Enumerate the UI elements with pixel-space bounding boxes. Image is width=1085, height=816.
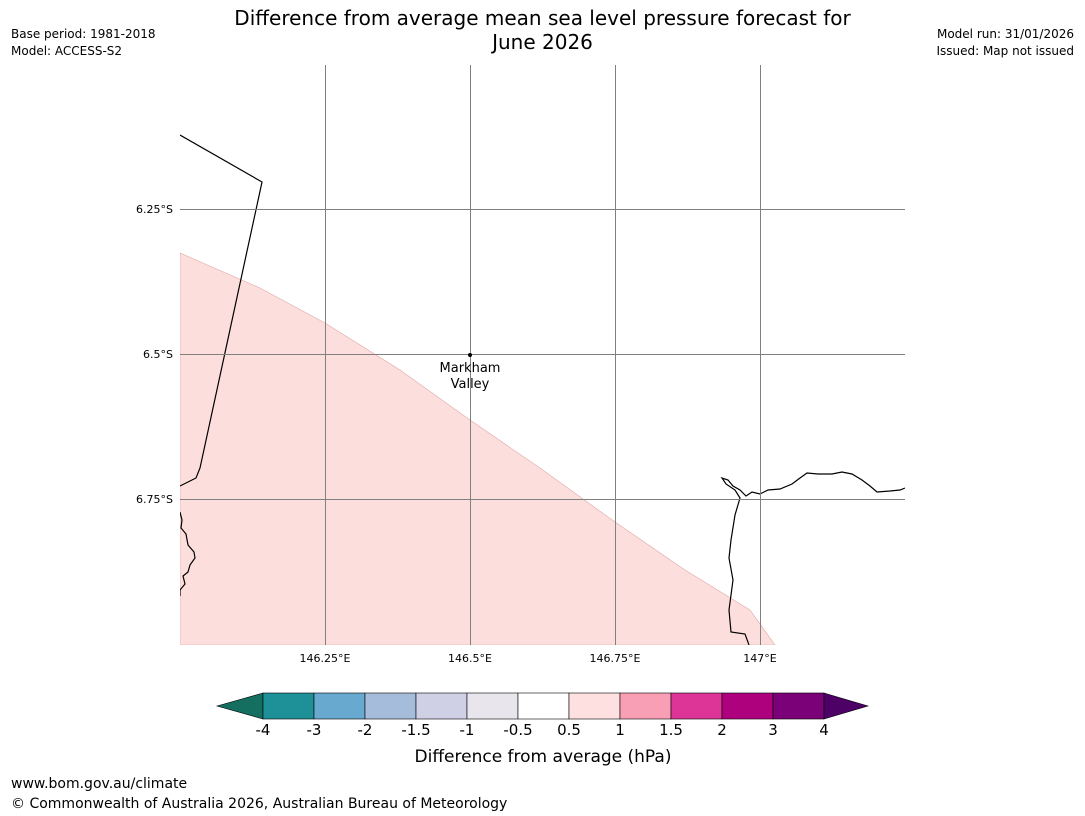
- colorbar-segment: [415, 692, 468, 720]
- anomaly-shaded-area: [180, 252, 776, 645]
- colorbar-tick-label: -3: [307, 721, 322, 739]
- map-title-line2: June 2026: [492, 30, 593, 54]
- place-name-line1: Markham: [440, 361, 501, 376]
- colorbar-tick-label: 3: [768, 721, 778, 739]
- base-period-text: Base period: 1981-2018: [11, 27, 156, 41]
- colorbar-tick-label: -2: [358, 721, 373, 739]
- lat-label-6-25: 6.25°S: [136, 203, 173, 216]
- colorbar-tick-label: -0.5: [503, 721, 532, 739]
- place-name-line2: Valley: [451, 377, 490, 392]
- website-text: www.bom.gov.au/climate: [11, 776, 188, 792]
- colorbar-segment: [517, 692, 570, 720]
- colorbar-segment: [670, 692, 723, 720]
- colorbar-tick-label: -4: [256, 721, 271, 739]
- lon-label-147: 147°E: [743, 652, 776, 665]
- lon-label-146-75: 146.75°E: [590, 652, 641, 665]
- model-run-text: Model run: 31/01/2026: [936, 27, 1074, 41]
- colorbar-segment: [772, 692, 825, 720]
- colorbar-segment: [364, 692, 417, 720]
- colorbar: -4 -3 -2 -1.5 -1 -0.5 0.5 1 1.5 2 3 4 Difference fr…: [215, 692, 870, 767]
- coastline-southwest: [180, 511, 196, 596]
- copyright-text: © Commonwealth of Australia 2026, Austra…: [11, 796, 508, 812]
- colorbar-ticks: -4 -3 -2 -1.5 -1 -0.5 0.5 1 1.5 2 3 4: [256, 721, 829, 739]
- coastline-east: [720, 471, 905, 645]
- colorbar-segment: [466, 692, 519, 720]
- graticule: [180, 65, 905, 645]
- map-title: Difference from average mean sea level p…: [0, 6, 1085, 54]
- colorbar-tick-label: 1: [615, 721, 625, 739]
- colorbar-tick-label: 1.5: [659, 721, 683, 739]
- colorbar-extend-high: [823, 692, 870, 720]
- colorbar-tick-label: -1: [460, 721, 475, 739]
- colorbar-tick-label: 0.5: [557, 721, 581, 739]
- lon-label-146-5: 146.5°E: [448, 652, 492, 665]
- colorbar-label: Difference from average (hPa): [415, 747, 672, 767]
- map-panel: Markham Valley: [180, 65, 905, 645]
- lat-label-6-5: 6.5°S: [143, 348, 173, 361]
- colorbar-tick-label: 4: [819, 721, 829, 739]
- issued-text: Issued: Map not issued: [936, 44, 1074, 58]
- colorbar-tick-label: -1.5: [401, 721, 430, 739]
- colorbar-segment: [262, 692, 315, 720]
- border-line-west: [180, 134, 263, 487]
- lon-label-146-25: 146.25°E: [300, 652, 351, 665]
- colorbar-segments: [262, 692, 825, 720]
- colorbar-segment: [313, 692, 366, 720]
- map-title-line1: Difference from average mean sea level p…: [234, 6, 851, 30]
- lat-label-6-75: 6.75°S: [136, 493, 173, 506]
- model-text: Model: ACCESS-S2: [11, 44, 123, 58]
- colorbar-segment: [619, 692, 672, 720]
- colorbar-extend-low: [215, 692, 264, 720]
- colorbar-tick-label: 2: [717, 721, 727, 739]
- colorbar-segment: [568, 692, 621, 720]
- place-marker: [468, 353, 472, 357]
- meta-right: Model run: 31/01/2026 Issued: Map not is…: [936, 26, 1074, 60]
- colorbar-segment: [721, 692, 774, 720]
- meta-left: Base period: 1981-2018 Model: ACCESS-S2: [11, 26, 156, 60]
